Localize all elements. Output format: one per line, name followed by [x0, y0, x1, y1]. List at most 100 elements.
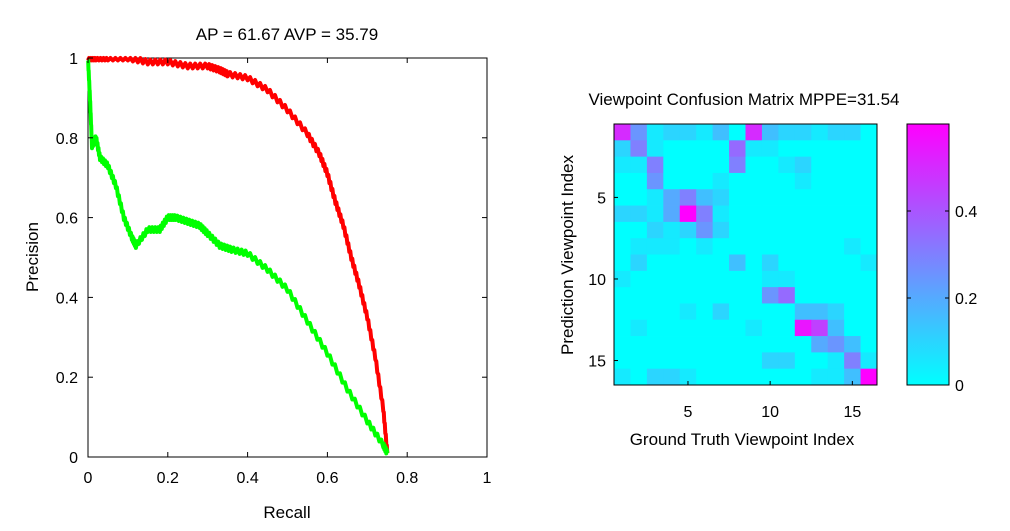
heatmap-cell: [794, 254, 812, 272]
heatmap-cell: [696, 156, 714, 174]
heatmap-cell: [614, 303, 631, 321]
heatmap-cell: [679, 189, 697, 206]
heatmap-cell: [844, 189, 861, 206]
heatmap-cell: [614, 368, 631, 386]
heatmap-cell: [844, 205, 861, 223]
heatmap-cell: [778, 172, 796, 190]
colorbar-tick-label: 0: [955, 378, 964, 395]
heatmap-cell: [614, 140, 631, 158]
heatmap-cell: [614, 221, 631, 239]
heatmap-cell: [794, 287, 812, 304]
heatmap-cell: [794, 319, 812, 337]
heatmap-cell: [794, 221, 812, 239]
heatmap-cell: [696, 270, 714, 288]
heatmap-cell: [712, 156, 730, 174]
heatmap-cell: [630, 172, 648, 190]
heatmap-cell: [630, 352, 648, 370]
heatmap-cell: [778, 352, 796, 370]
heatmap-cell: [712, 368, 730, 386]
heatmap-cell: [729, 287, 746, 304]
heatmap-cell: [646, 303, 664, 321]
heatmap-cell: [794, 238, 812, 255]
heatmap-cell: [712, 336, 730, 353]
heatmap-x-axis-label: Ground Truth Viewpoint Index: [630, 430, 855, 449]
heatmap-cell: [778, 189, 796, 206]
heatmap-cell: [778, 156, 796, 174]
pr-x-axis-ticks: 0 0.2 0.4 0.6 0.8 1: [84, 58, 492, 487]
heatmap-cell: [663, 156, 681, 174]
heatmap-cell: [827, 352, 845, 370]
heatmap-cell: [811, 287, 829, 304]
heatmap-cell: [630, 287, 648, 304]
heatmap-cell: [761, 140, 779, 158]
heatmap-cell: [827, 238, 845, 255]
heatmap-cell: [729, 156, 746, 174]
heatmap-cell: [614, 287, 631, 304]
heatmap-cell: [614, 124, 631, 141]
heatmap-cell: [860, 205, 878, 223]
pr-x-tick-label: 1: [483, 470, 492, 487]
heatmap-cell: [679, 221, 697, 239]
heatmap-cell: [844, 319, 861, 337]
heatmap-cell: [745, 368, 763, 386]
heatmap-cell: [844, 238, 861, 255]
heatmap-cell: [827, 172, 845, 190]
heatmap-cells: [614, 124, 878, 386]
heatmap-cell: [679, 172, 697, 190]
heatmap-cell: [778, 254, 796, 272]
heatmap-cell: [696, 287, 714, 304]
heatmap-cell: [761, 238, 779, 255]
heatmap-cell: [646, 205, 664, 223]
heatmap-cell: [827, 140, 845, 158]
heatmap-cell: [663, 336, 681, 353]
heatmap-cell: [646, 319, 664, 337]
heatmap-cell: [860, 352, 878, 370]
heatmap-cell: [761, 205, 779, 223]
heatmap-cell: [860, 140, 878, 158]
heatmap-cell: [614, 254, 631, 272]
heatmap-cell: [745, 156, 763, 174]
heatmap-cell: [745, 270, 763, 288]
heatmap-cell: [844, 270, 861, 288]
heatmap-cell: [844, 124, 861, 141]
heatmap-cell: [778, 140, 796, 158]
heatmap-cell: [827, 319, 845, 337]
confusion-chart-title: Viewpoint Confusion Matrix MPPE=31.54: [588, 90, 899, 109]
heatmap-cell: [663, 124, 681, 141]
heatmap-cell: [827, 303, 845, 321]
heatmap-cell: [811, 336, 829, 353]
heatmap-cell: [696, 352, 714, 370]
heatmap-cell: [696, 368, 714, 386]
heatmap-cell: [646, 368, 664, 386]
heatmap-cell: [860, 319, 878, 337]
heatmap-cell: [778, 336, 796, 353]
heatmap-cell: [745, 319, 763, 337]
heatmap-cell: [745, 254, 763, 272]
heatmap-cell: [646, 140, 664, 158]
heatmap-cell: [794, 189, 812, 206]
heatmap-x-axis-ticks: 5 10 15: [684, 381, 861, 421]
pr-x-tick-label: 0.8: [396, 470, 418, 487]
pr-plot-area: [87, 57, 488, 458]
heatmap-cell: [761, 336, 779, 353]
heatmap-cell: [696, 172, 714, 190]
heatmap-cell: [811, 303, 829, 321]
pr-x-axis-label: Recall: [263, 503, 310, 522]
heatmap-cell: [745, 336, 763, 353]
heatmap-cell: [663, 254, 681, 272]
heatmap-cell: [729, 172, 746, 190]
pr-y-tick-label: 0: [69, 450, 78, 467]
heatmap-cell: [827, 124, 845, 141]
heatmap-cell: [679, 124, 697, 141]
heatmap-y-tick-label: 5: [597, 190, 606, 207]
heatmap-cell: [811, 270, 829, 288]
heatmap-cell: [663, 189, 681, 206]
heatmap-cell: [729, 254, 746, 272]
heatmap-cell: [663, 352, 681, 370]
heatmap-cell: [761, 221, 779, 239]
heatmap-cell: [844, 336, 861, 353]
heatmap-cell: [663, 319, 681, 337]
heatmap-frame: [613, 123, 878, 386]
heatmap-cell: [614, 156, 631, 174]
